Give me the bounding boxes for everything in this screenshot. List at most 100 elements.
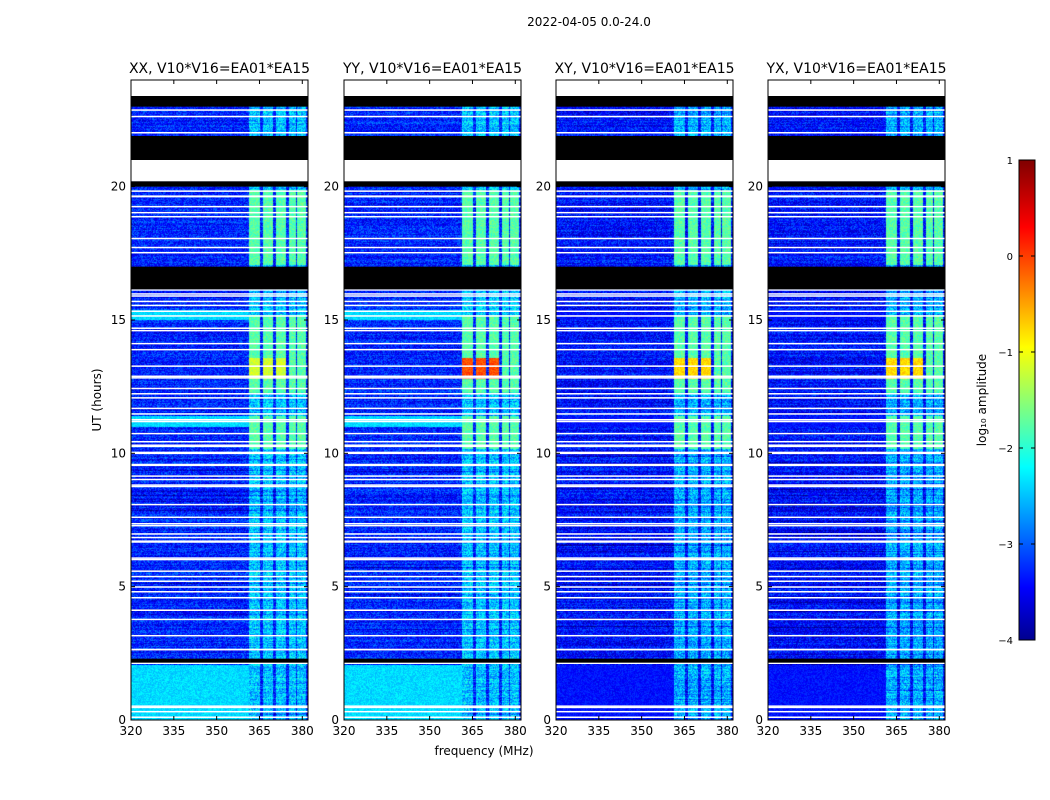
flag-line: [131, 289, 308, 291]
flag-line: [344, 397, 521, 399]
no-data-block: [556, 266, 733, 290]
flag-line: [344, 503, 521, 506]
flag-line: [556, 452, 733, 455]
no-data-block: [344, 266, 521, 290]
flag-line: [768, 478, 945, 481]
flag-line: [131, 205, 308, 208]
no-data-block: [556, 136, 733, 160]
flag-line: [556, 304, 733, 307]
flag-line: [556, 300, 733, 303]
flag-line: [768, 541, 945, 543]
y-tick-label: 0: [118, 713, 126, 727]
flag-line: [768, 342, 945, 345]
flag-line: [131, 710, 308, 713]
flag-line: [556, 211, 733, 214]
flag-line: [344, 420, 521, 423]
flag-line: [344, 132, 521, 134]
flag-line: [768, 413, 945, 415]
flag-line: [768, 570, 945, 572]
flag-line: [344, 541, 521, 543]
panel-frame: [767, 79, 946, 721]
colorbar-tick-label: 0: [1007, 252, 1013, 263]
flag-line: [768, 580, 945, 582]
flag-line: [344, 533, 521, 535]
flag-line: [768, 716, 945, 718]
flag-line: [131, 315, 308, 317]
y-tick-label: 15: [536, 313, 551, 327]
flag-line: [344, 375, 521, 378]
x-tick-label: 335: [587, 724, 610, 738]
colorbar-tick-label: −1: [998, 348, 1013, 359]
y-tick-label: 10: [536, 446, 551, 460]
flag-line: [556, 516, 733, 519]
flag-line: [768, 420, 945, 423]
flag-line: [131, 304, 308, 307]
flag-line: [131, 251, 308, 254]
flag-line: [344, 716, 521, 718]
x-tick-label: 350: [842, 724, 865, 738]
x-tick-label: 380: [291, 724, 314, 738]
x-tick-label: 320: [757, 724, 780, 738]
flag-line: [344, 575, 521, 578]
flag-line: [556, 580, 733, 582]
flag-line: [131, 558, 308, 561]
panel-title: XY, V10*V16=EA01*EA15: [554, 61, 734, 77]
suptitle: 2022-04-05 0.0-24.0: [527, 15, 651, 29]
flag-line: [131, 377, 308, 379]
flag-line: [131, 300, 308, 303]
x-tick-label: 365: [673, 724, 696, 738]
flag-line: [556, 237, 733, 240]
flag-line: [768, 432, 945, 435]
flag-line: [768, 557, 945, 559]
flag-line: [131, 329, 308, 332]
flag-line: [131, 541, 308, 543]
flag-line: [768, 300, 945, 303]
flag-line: [556, 464, 733, 467]
no-data-block: [131, 658, 308, 663]
flag-line: [768, 365, 945, 367]
flag-line: [344, 195, 521, 198]
flag-line: [344, 327, 521, 329]
flag-line: [131, 365, 308, 367]
flag-line: [131, 463, 308, 466]
flag-line: [556, 348, 733, 351]
flag-line: [344, 618, 521, 621]
y-tick-label: 20: [324, 180, 339, 194]
flag-line: [556, 289, 733, 291]
flag-line: [556, 342, 733, 345]
x-tick-label: 320: [120, 724, 143, 738]
heatmap-image: [768, 80, 945, 720]
flag-line: [131, 475, 308, 477]
flag-line: [344, 596, 521, 599]
y-tick-label: 20: [536, 180, 551, 194]
flag-line: [556, 329, 733, 332]
flag-line: [556, 463, 733, 466]
flag-line: [131, 407, 308, 410]
x-tick-label: 350: [630, 724, 653, 738]
flag-line: [131, 432, 308, 435]
flag-line: [131, 516, 308, 519]
flag-line: [768, 377, 945, 379]
flag-line: [556, 310, 733, 313]
flag-line: [131, 557, 308, 559]
flag-line: [768, 295, 945, 297]
flag-line: [131, 586, 308, 588]
flag-line: [556, 591, 733, 593]
flag-line: [131, 522, 308, 525]
flag-line: [344, 205, 521, 208]
y-tick-label: 0: [543, 713, 551, 727]
flag-line: [556, 540, 733, 542]
heatmap-image: [556, 80, 733, 720]
y-tick-label: 15: [324, 313, 339, 327]
flag-line: [344, 475, 521, 477]
colorbar-label: log₁₀ amplitude: [975, 354, 989, 446]
flag-line: [131, 485, 308, 488]
flag-line: [344, 705, 521, 707]
flag-line: [131, 570, 308, 572]
no-data-block: [768, 181, 945, 187]
flag-line: [131, 195, 308, 198]
colorbar-ticks: −4 −3 −2 −1 0 1: [998, 156, 1035, 647]
flag-line: [768, 215, 945, 218]
flag-line: [768, 327, 945, 329]
